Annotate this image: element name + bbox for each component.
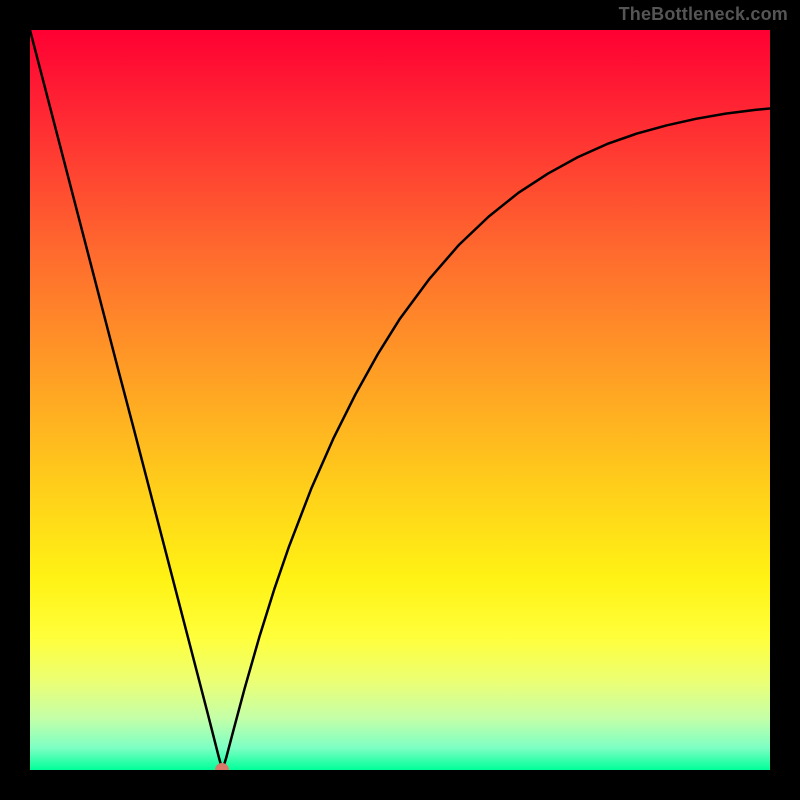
plot-area bbox=[30, 30, 770, 770]
chart-outer: TheBottleneck.com bbox=[0, 0, 800, 800]
curve-path bbox=[30, 30, 770, 770]
optimum-marker bbox=[215, 763, 229, 770]
watermark-text: TheBottleneck.com bbox=[619, 4, 788, 25]
bottleneck-curve bbox=[30, 30, 770, 770]
